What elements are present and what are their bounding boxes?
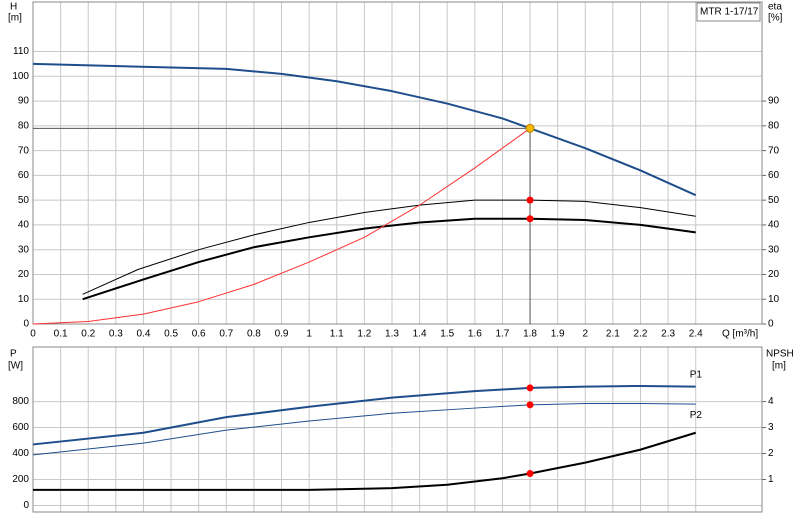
x-tick-label: 0.9 <box>275 329 289 340</box>
y2-tick-label: 40 <box>768 220 780 231</box>
x-tick-label: 1.6 <box>468 329 482 340</box>
y2-tick-label: 80 <box>768 120 780 131</box>
x-tick-label: 1.8 <box>523 329 537 340</box>
x-tick-label: 1.3 <box>385 329 399 340</box>
y2-tick-label: 1 <box>768 474 774 485</box>
y-tick-label: 40 <box>18 220 30 231</box>
series-line <box>82 217 696 301</box>
y2-unit: [%] <box>768 13 783 24</box>
y2-tick-label: 2 <box>768 448 774 459</box>
y-label: P <box>10 349 17 360</box>
y-tick-label: 10 <box>18 294 30 305</box>
y2-label: eta <box>768 2 782 13</box>
x-tick-label: 0.5 <box>164 329 178 340</box>
series-line <box>32 384 696 446</box>
y2-tick-label: 70 <box>768 145 780 156</box>
x-tick-label: 0 <box>30 329 36 340</box>
y2-tick-label: 30 <box>768 244 780 255</box>
y-tick-label: 800 <box>12 396 29 407</box>
x-tick-label: 0.1 <box>54 329 68 340</box>
y-tick-label: 90 <box>18 96 30 107</box>
marker <box>526 470 534 478</box>
x-tick-label: 2 <box>582 329 588 340</box>
marker <box>526 196 534 204</box>
y2-tick-label: 50 <box>768 195 780 206</box>
series-line <box>32 403 696 456</box>
x-tick-label: 1.5 <box>440 329 454 340</box>
plot-frame <box>32 346 763 513</box>
y2-tick-label: 90 <box>768 96 780 107</box>
x-tick-label: 2.4 <box>689 329 703 340</box>
y-tick-label: 0 <box>23 500 29 511</box>
x-tick-label: 0.3 <box>109 329 123 340</box>
y2-tick-label: 4 <box>768 396 774 407</box>
y-tick-label: 110 <box>13 46 29 57</box>
y-tick-label: 50 <box>18 195 30 206</box>
y2-tick-label: 60 <box>768 170 780 181</box>
y-tick-label: 30 <box>18 244 30 255</box>
y-tick-label: 60 <box>18 170 30 181</box>
x-tick-label: 1.9 <box>551 329 565 340</box>
x-label: Q [m³/h] <box>722 329 758 340</box>
x-tick-label: 2.2 <box>634 329 648 340</box>
series-line <box>32 127 531 325</box>
series-line <box>33 431 697 491</box>
y2-tick-label: 0 <box>768 319 774 330</box>
y-tick-label: 70 <box>18 145 30 156</box>
series-line <box>32 62 697 197</box>
y-tick-label: 0 <box>23 319 29 330</box>
y2-tick-label: 10 <box>768 294 780 305</box>
y-tick-label: 100 <box>12 71 29 82</box>
x-tick-label: 2.3 <box>661 329 675 340</box>
y2-tick-label: 20 <box>768 269 780 280</box>
marker <box>526 401 534 409</box>
y-tick-label: 400 <box>12 448 29 459</box>
x-tick-label: 0.6 <box>192 329 206 340</box>
y-tick-label: 80 <box>18 120 30 131</box>
operating-point <box>525 123 535 133</box>
y-tick-label: 200 <box>12 474 29 485</box>
y-label: H <box>10 2 17 13</box>
y2-unit: [m] <box>772 361 786 372</box>
annotation: MTR 1-17/17 <box>700 7 759 18</box>
annotation-box <box>696 2 761 22</box>
x-tick-label: 1.1 <box>330 329 344 340</box>
y-unit: [m] <box>8 13 22 24</box>
x-tick-label: 1.2 <box>357 329 371 340</box>
x-tick-label: 0.7 <box>219 329 233 340</box>
x-tick-label: 0.8 <box>247 329 261 340</box>
y2-tick-label: 3 <box>768 422 774 433</box>
plot-frame <box>32 1 763 325</box>
y-unit: [W] <box>8 361 23 372</box>
x-tick-label: 2.1 <box>606 329 620 340</box>
x-tick-label: 1.4 <box>413 329 427 340</box>
y2-label: NPSH <box>766 349 794 360</box>
marker <box>526 215 534 223</box>
marker <box>526 384 534 392</box>
x-tick-label: 1.7 <box>495 329 509 340</box>
x-tick-label: 0.2 <box>81 329 95 340</box>
x-tick-label: 0.4 <box>137 329 151 340</box>
y-tick-label: 600 <box>12 422 29 433</box>
x-tick-label: 1 <box>306 329 312 340</box>
series-label: P1 <box>690 369 703 380</box>
series-line <box>82 199 696 295</box>
y-tick-label: 20 <box>18 269 30 280</box>
series-label: P2 <box>690 410 703 421</box>
